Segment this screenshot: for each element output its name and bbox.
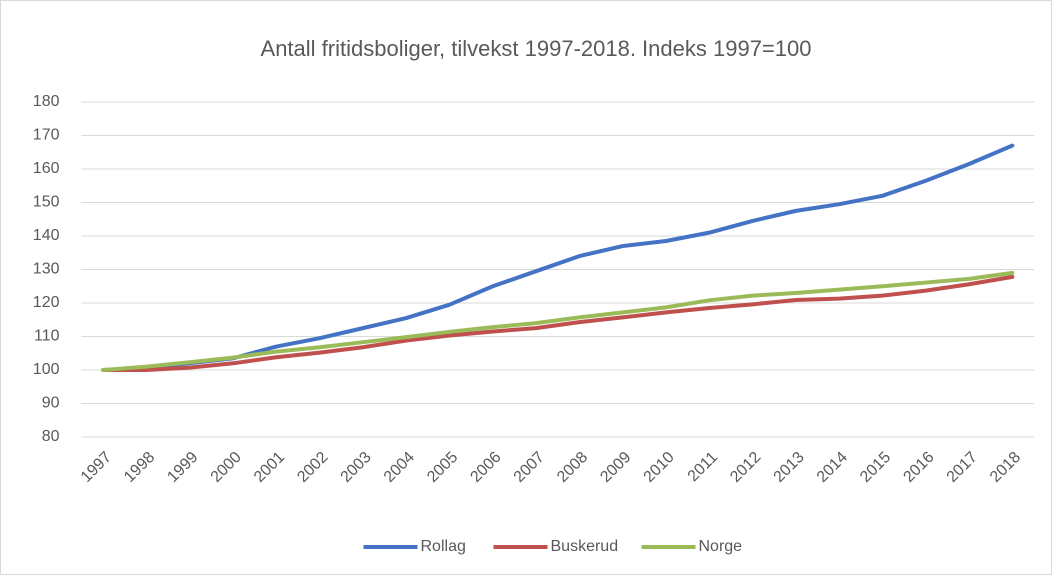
legend-label: Norge	[699, 538, 743, 555]
line	[101, 270, 1015, 372]
y-tick-label: 80	[42, 428, 60, 445]
y-tick-label: 150	[33, 194, 60, 211]
y-tick-label: 140	[33, 227, 60, 244]
line	[101, 274, 1015, 372]
y-tick-label: 90	[42, 395, 60, 412]
y-tick-label: 130	[33, 261, 60, 278]
legend-label: Rollag	[421, 538, 466, 555]
line	[101, 143, 1015, 372]
legend-label: Buskerud	[551, 538, 619, 555]
y-tick-label: 160	[33, 160, 60, 177]
y-tick-label: 100	[33, 361, 60, 378]
y-tick-label: 110	[34, 328, 60, 345]
y-tick-label: 120	[33, 294, 60, 311]
y-tick-label: 180	[33, 93, 60, 110]
chart-title: Antall fritidsboliger, tilvekst 1997-201…	[261, 36, 812, 61]
y-tick-label: 170	[33, 127, 60, 144]
